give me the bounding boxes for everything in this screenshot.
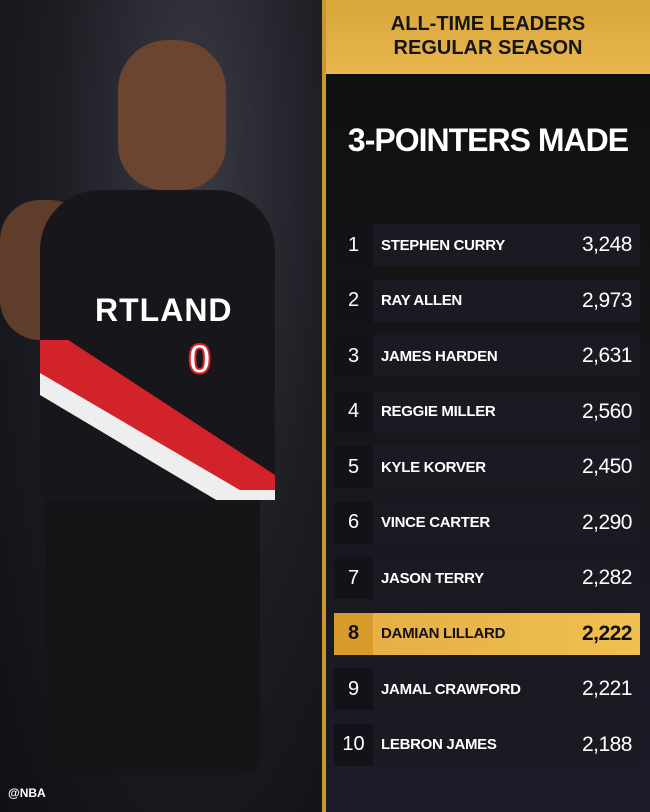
leader-row: 7 JASON TERRY 2,282: [334, 557, 640, 599]
three-pointers-value: 2,188: [581, 732, 633, 756]
player-name: JAMAL CRAWFORD: [381, 680, 521, 698]
three-pointers-value: 2,973: [581, 288, 633, 312]
player-name: KYLE KORVER: [381, 458, 486, 476]
leaders-panel: ALL-TIME LEADERS REGULAR SEASON 3-POINTE…: [322, 0, 650, 812]
player-shorts: [45, 495, 260, 775]
rank: 4: [334, 390, 373, 433]
jersey-text: RTLAND: [95, 292, 233, 328]
three-pointers-value: 2,631: [581, 344, 633, 367]
player-photo: RTLAND 0 @NBA: [0, 0, 322, 812]
leader-row: 9 JAMAL CRAWFORD 2,221: [334, 668, 640, 710]
three-pointers-value: 2,290: [581, 510, 633, 534]
rank: 2: [334, 279, 373, 322]
three-pointers-value: 3,248: [581, 233, 633, 256]
leader-row: 8 DAMIAN LILLARD 2,222: [334, 612, 640, 655]
stat-title: 3-POINTERS MADE: [347, 122, 629, 158]
player-name: VINCE CARTER: [381, 514, 490, 531]
header-line-2: REGULAR SEASON: [393, 37, 583, 59]
header-line-1: ALL-TIME LEADERS: [390, 13, 586, 35]
player-name: LEBRON JAMES: [381, 736, 497, 753]
rank: 6: [334, 501, 373, 544]
player-head: [118, 40, 226, 190]
player-name: RAY ALLEN: [381, 292, 462, 309]
leader-row: 2 RAY ALLEN 2,973: [334, 279, 640, 322]
leader-row: 4 REGGIE MILLER 2,560: [334, 390, 640, 433]
leader-row: 10 LEBRON JAMES 2,188: [334, 723, 640, 766]
header-banner: ALL-TIME LEADERS REGULAR SEASON: [326, 0, 650, 74]
player-name: JAMES HARDEN: [381, 347, 498, 365]
rank: 1: [334, 224, 373, 266]
rank: 9: [334, 668, 373, 710]
leader-row: 3 JAMES HARDEN 2,631: [334, 335, 640, 377]
rank: 10: [334, 723, 373, 766]
three-pointers-value: 2,222: [581, 621, 633, 645]
leader-row: 6 VINCE CARTER 2,290: [334, 501, 640, 544]
three-pointers-value: 2,560: [581, 399, 633, 423]
player-name: STEPHEN CURRY: [381, 236, 505, 254]
nba-watermark: @NBA: [8, 786, 46, 800]
rank: 7: [334, 557, 373, 599]
leader-row: 5 KYLE KORVER 2,450: [334, 446, 640, 488]
player-name: DAMIAN LILLARD: [381, 625, 506, 642]
rank: 3: [334, 335, 373, 377]
player-name: REGGIE MILLER: [381, 403, 496, 420]
rank: 5: [334, 446, 373, 488]
three-pointers-value: 2,450: [581, 455, 633, 478]
rank: 8: [334, 612, 373, 655]
leader-row: 1 STEPHEN CURRY 3,248: [334, 224, 640, 266]
three-pointers-value: 2,282: [581, 566, 633, 589]
jersey-number: 0: [187, 334, 212, 383]
player-name: JASON TERRY: [381, 569, 484, 587]
three-pointers-value: 2,221: [581, 677, 633, 700]
